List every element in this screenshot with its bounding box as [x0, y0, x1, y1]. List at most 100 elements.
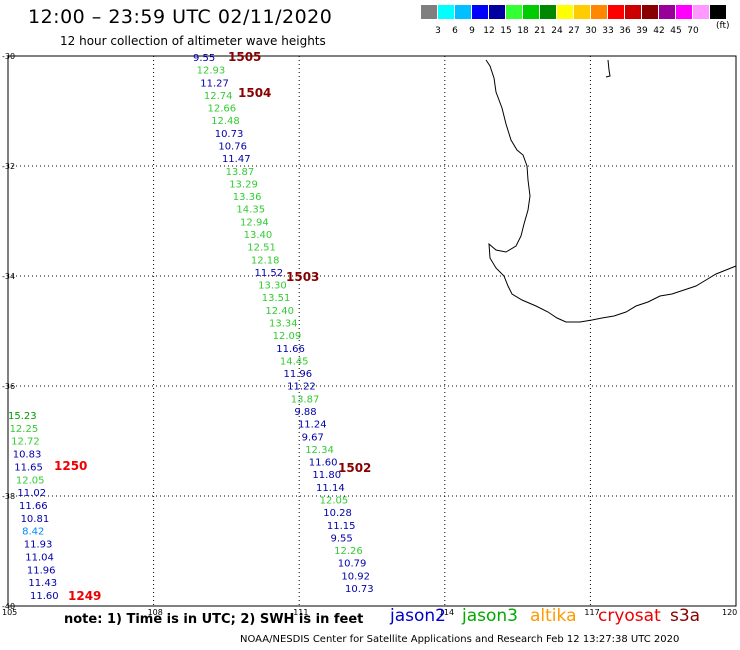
swh-value: 10.73 — [345, 584, 374, 595]
scale-label: 12 — [483, 26, 495, 36]
swh-value: 12.26 — [334, 546, 363, 557]
satellite-s3a: s3a — [670, 606, 701, 626]
coastline-islet — [605, 59, 611, 78]
swh-value: 11.60 — [30, 591, 59, 602]
swh-value: 11.52 — [255, 268, 284, 279]
pass-number: 1249 — [68, 589, 101, 603]
scale-swatch — [540, 5, 556, 19]
scale-swatch — [710, 5, 726, 19]
lat-label: -38 — [2, 492, 15, 501]
swh-value: 11.02 — [17, 488, 46, 499]
swh-value: 13.30 — [258, 281, 287, 292]
swh-value: 13.29 — [229, 179, 258, 190]
longitude-labels: 105 108 111 114 117 120 — [2, 608, 737, 617]
lon-label: 111 — [293, 608, 308, 617]
lat-label: -32 — [2, 162, 15, 171]
scale-label: 3 — [435, 26, 441, 36]
scale-swatch — [591, 5, 607, 19]
lon-label: 114 — [439, 608, 454, 617]
scale-label: 15 — [500, 26, 512, 36]
map-subtitle: 12 hour collection of altimeter wave hei… — [60, 34, 326, 48]
scale-label: 21 — [534, 26, 546, 36]
swh-value: 11.22 — [287, 382, 316, 393]
scale-swatch — [523, 5, 539, 19]
lon-label: 120 — [722, 608, 737, 617]
scale-label: 24 — [551, 26, 563, 36]
swh-value: 9.55 — [193, 53, 215, 64]
scale-label: 70 — [687, 26, 699, 36]
satellite-altika: altika — [530, 606, 577, 626]
scale-label: 45 — [670, 26, 682, 36]
swh-value: 14.45 — [280, 356, 309, 367]
scale-swatch — [625, 5, 641, 19]
swh-value: 12.94 — [240, 217, 269, 228]
swh-value: 12.74 — [204, 91, 233, 102]
swh-value: 10.83 — [13, 450, 42, 461]
swh-value: 9.55 — [331, 533, 353, 544]
swh-value: 12.40 — [265, 306, 294, 317]
pass-number: 1503 — [286, 270, 319, 284]
swh-value: 12.25 — [10, 424, 39, 435]
scale-label: 27 — [568, 26, 580, 36]
map-frame — [7, 55, 737, 607]
swh-value: 13.87 — [226, 167, 255, 178]
scale-label: 36 — [619, 26, 631, 36]
swh-value: 12.09 — [273, 331, 302, 342]
swh-observations: 9.5512.9311.2712.7412.6612.4810.7310.761… — [8, 50, 374, 603]
swh-value: 11.43 — [28, 578, 57, 589]
scale-swatch — [659, 5, 675, 19]
lat-label: -40 — [2, 602, 15, 611]
swh-value: 12.05 — [320, 496, 349, 507]
credit-line: NOAA/NESDIS Center for Satellite Applica… — [240, 634, 680, 645]
swh-value: 11.15 — [327, 521, 356, 532]
scale-swatch — [438, 5, 454, 19]
scale-units: (ft) — [716, 21, 730, 31]
scale-swatch — [608, 5, 624, 19]
swh-value: 11.65 — [14, 462, 43, 473]
lat-label: -36 — [2, 382, 15, 391]
swh-value: 12.66 — [207, 104, 236, 115]
scale-label: 30 — [585, 26, 597, 36]
map-title: 12:00 – 23:59 UTC 02/11/2020 — [28, 6, 333, 28]
swh-value: 11.66 — [276, 344, 305, 355]
swh-value: 11.60 — [309, 458, 338, 469]
lon-label: 105 — [2, 608, 17, 617]
swh-value: 11.96 — [283, 369, 312, 380]
swh-value: 12.18 — [251, 255, 280, 266]
swh-value: 13.36 — [233, 192, 262, 203]
swh-value: 10.92 — [341, 571, 370, 582]
swh-value: 11.80 — [312, 470, 341, 481]
scale-swatch — [676, 5, 692, 19]
swh-value: 8.42 — [22, 527, 44, 538]
scale-label: 42 — [653, 26, 665, 36]
swh-value: 9.67 — [302, 432, 324, 443]
swh-value: 11.93 — [24, 540, 53, 551]
swh-value: 11.47 — [222, 154, 251, 165]
scale-label: 39 — [636, 26, 648, 36]
pass-number: 1250 — [54, 459, 87, 473]
swh-value: 12.51 — [247, 243, 276, 254]
swh-value: 12.34 — [305, 445, 334, 456]
swh-value: 11.27 — [200, 78, 229, 89]
scale-swatch — [693, 5, 709, 19]
swh-value: 11.14 — [316, 483, 345, 494]
swh-value: 12.72 — [11, 437, 40, 448]
swh-value: 13.34 — [269, 319, 298, 330]
swh-value: 10.73 — [215, 129, 244, 140]
latitude-labels: -30 -32 -34 -36 -38 -40 — [2, 52, 15, 611]
swh-value: 11.66 — [19, 501, 48, 512]
swh-value: 10.28 — [323, 508, 352, 519]
scale-swatch — [506, 5, 522, 19]
lat-label: -34 — [2, 272, 15, 281]
swh-value: 14.35 — [236, 205, 265, 216]
scale-swatch — [455, 5, 471, 19]
swh-value: 13.51 — [262, 293, 291, 304]
swh-value: 15.23 — [8, 411, 37, 422]
scale-label: 18 — [517, 26, 529, 36]
scale-swatch — [557, 5, 573, 19]
swh-value: 11.24 — [298, 420, 327, 431]
lon-label: 117 — [584, 608, 599, 617]
swh-value: 10.81 — [21, 514, 50, 525]
swh-value: 13.40 — [244, 230, 273, 241]
